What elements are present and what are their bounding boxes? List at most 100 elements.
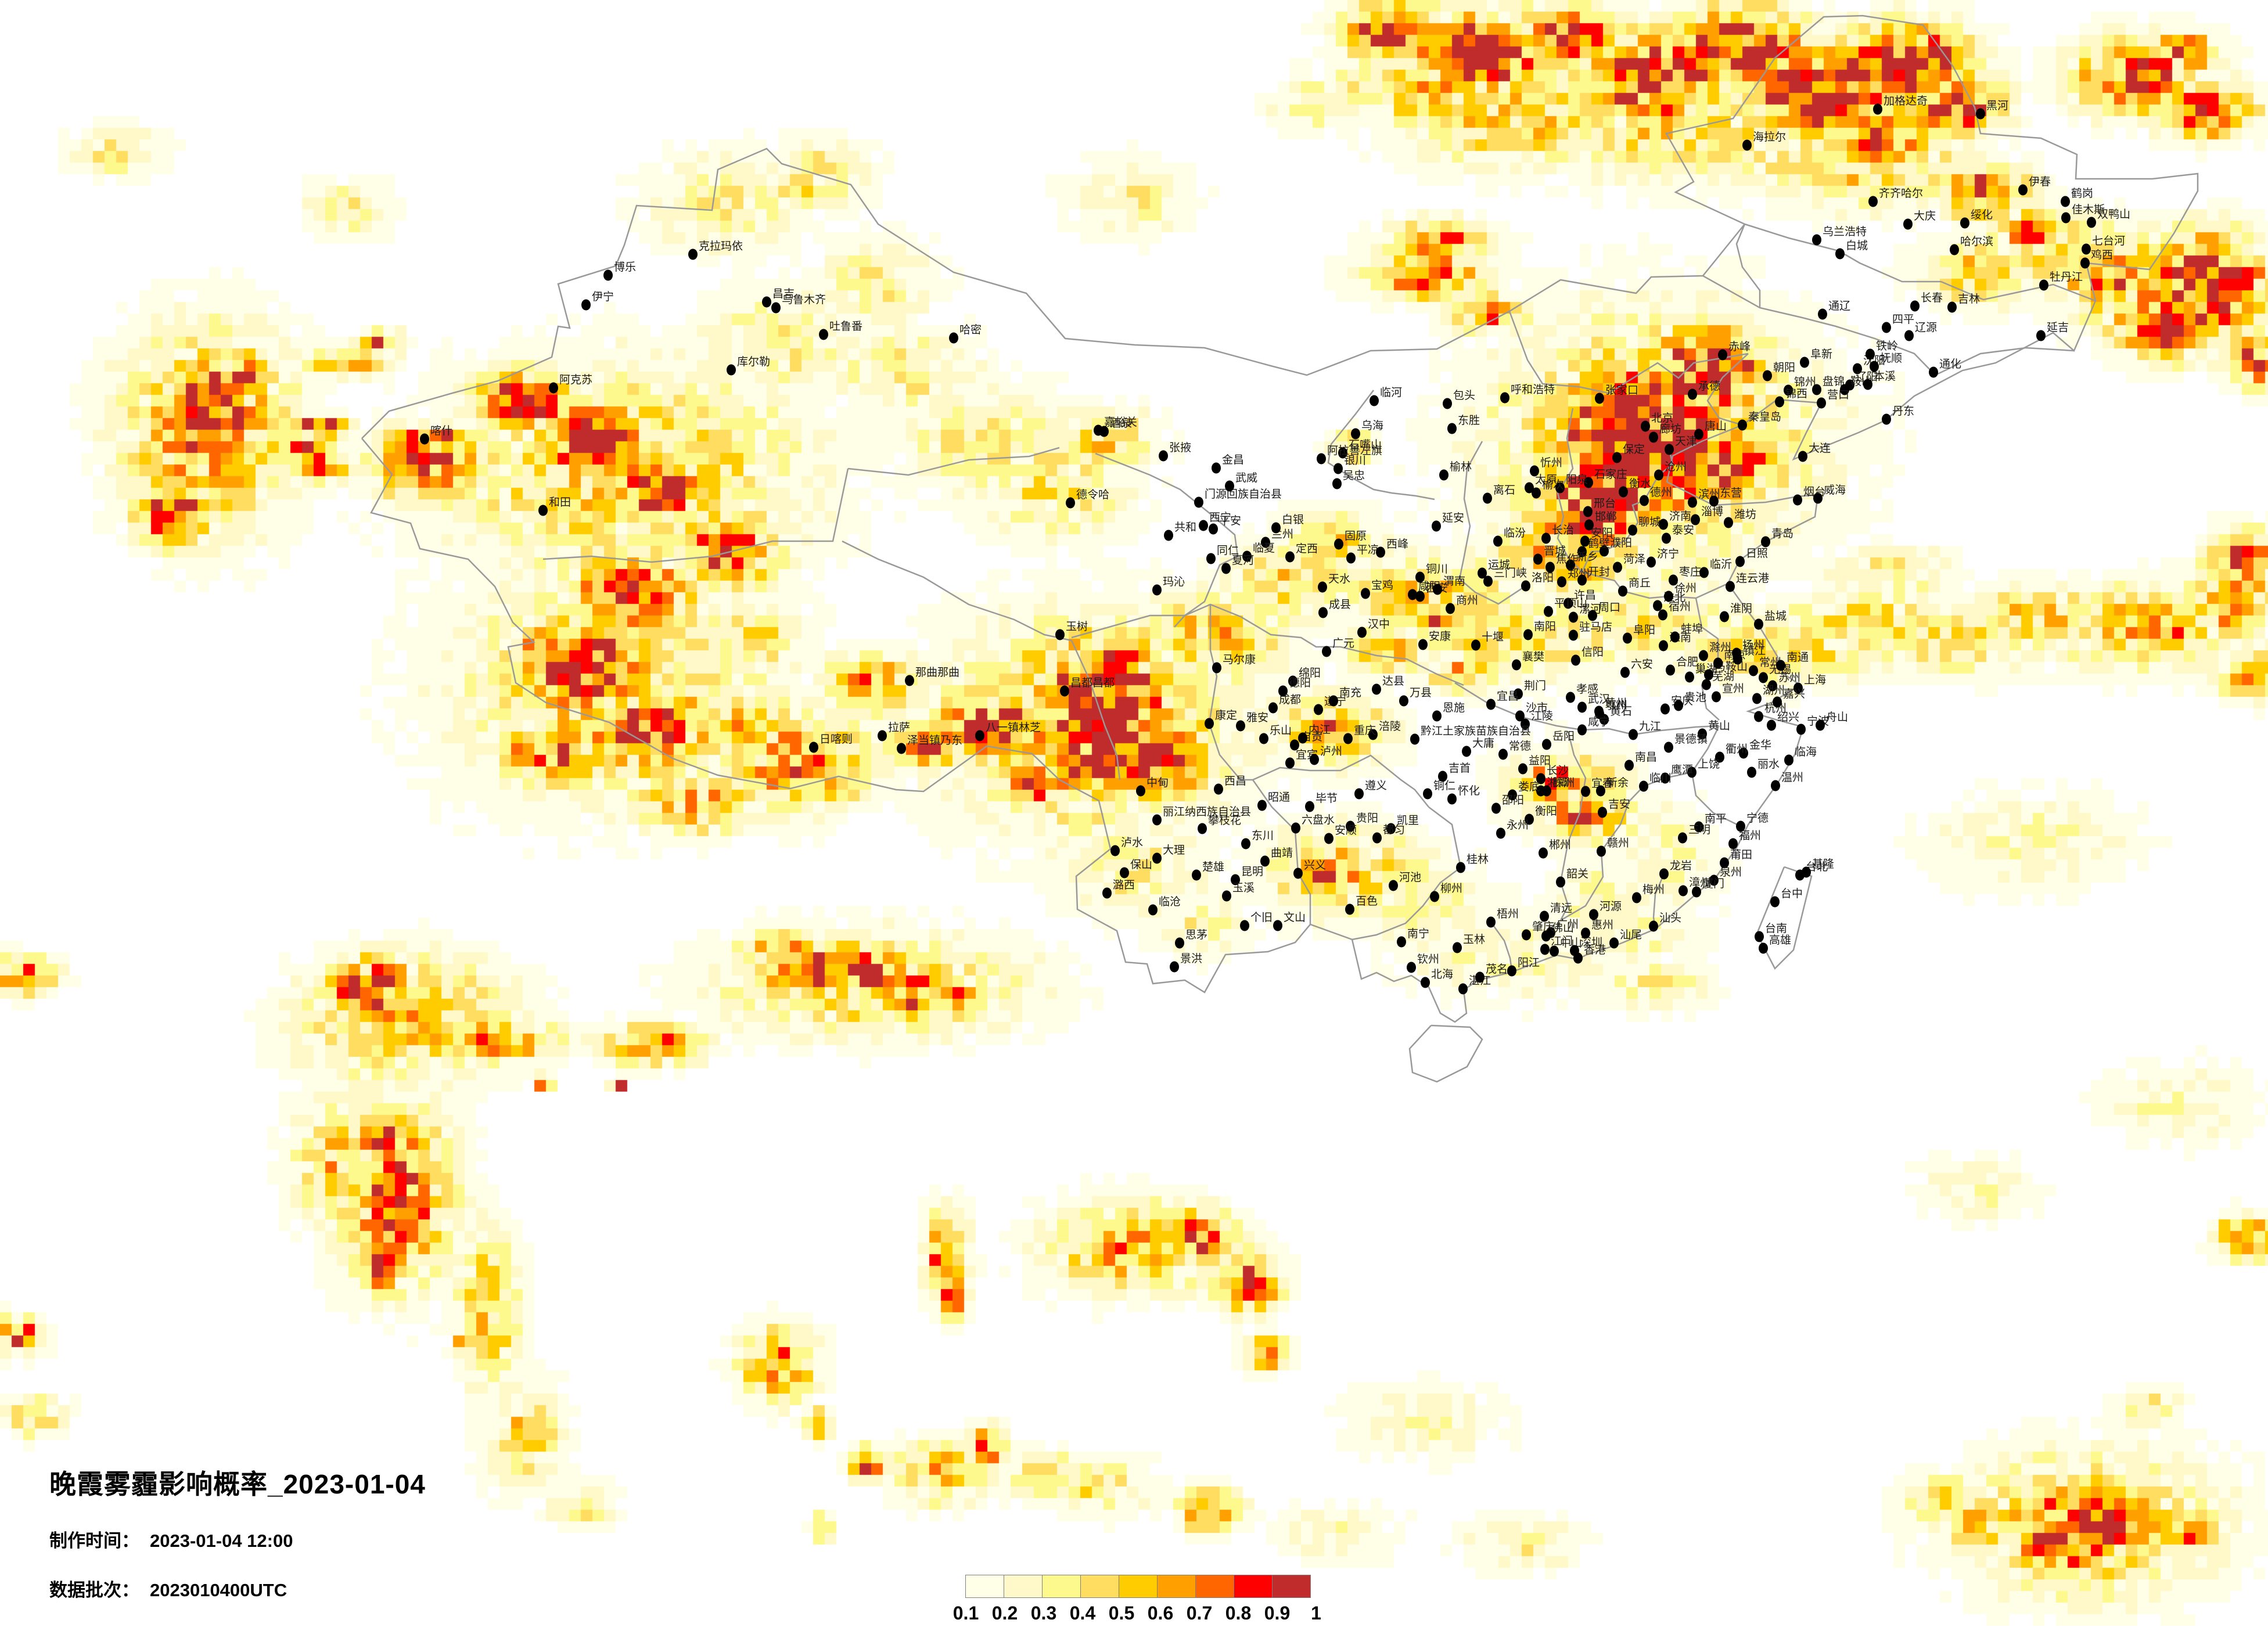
city-marker: 临海 [1784,746,1817,766]
city-dot [1688,496,1697,508]
city-marker: 张掖 [1159,441,1191,462]
city-label: 怀化 [1458,784,1480,797]
city-dot [1728,838,1738,850]
legend-swatch [1157,1575,1196,1598]
city-label: 楚雄 [1202,861,1224,873]
city-dot [1726,581,1735,592]
city-label: 六安 [1631,658,1653,671]
city-dot [1370,395,1379,406]
city-dot [1432,520,1441,532]
city-dot [1421,977,1430,988]
city-marker: 齐齐哈尔 [1868,187,1923,207]
legend-tick: 0.2 [991,1603,1018,1624]
city-dot [1597,845,1606,857]
city-label: 菏泽 [1623,553,1645,566]
city-label: 昌吉 [772,287,795,300]
city-marker: 银川 [1334,454,1366,474]
city-dot [1709,495,1719,507]
city-label: 渭南 [1443,575,1465,588]
city-marker: 离石 [1483,484,1515,504]
city-marker: 常德 [1498,740,1531,760]
city-label: 阿拉善左旗 [1327,444,1382,457]
city-dot [1950,244,1959,255]
city-dot [1443,398,1452,409]
city-dot [1338,447,1347,459]
city-dot [1324,833,1334,844]
city-label: 辽源 [1915,321,1937,334]
city-dot [1654,469,1663,481]
city-dot [1214,783,1223,795]
city-dot [1544,606,1553,617]
city-label: 乌鲁木齐 [782,293,826,306]
city-marker: 菏泽 [1613,553,1645,573]
city-marker: 武汉 [1577,693,1610,713]
city-label: 柳州 [1440,882,1462,895]
city-label: 同仁 [1217,544,1239,557]
city-marker: 茂名 [1475,963,1508,983]
city-label: 兴义 [1304,859,1326,872]
city-label: 黔江土家族苗族自治县 [1421,725,1531,737]
legend-tick: 1 [1311,1603,1321,1624]
city-dot [1557,576,1566,588]
city-dot [1870,361,1879,372]
city-label: 连云港 [1736,572,1769,585]
city-label: 衢州 [1726,743,1748,755]
legend-tick-labels: 0.1 0.2 0.3 0.4 0.5 0.6 0.7 0.8 0.9 1 [953,1598,1338,1624]
city-dot [688,249,698,260]
city-marker: 马尔康 [1212,653,1256,674]
city-label: 沙市 [1526,701,1548,714]
city-dot [1759,672,1768,683]
city-label: 新乡 [1576,550,1598,563]
city-dot [1212,662,1221,674]
city-marker: 玉林 [1453,933,1485,953]
city-label: 东营 [1720,487,1742,499]
city-label: 鄂州 [1605,699,1627,712]
city-label: 加格达奇 [1884,95,1928,107]
city-marker: 乌鲁木齐 [771,293,826,314]
city-dot [1512,659,1521,671]
city-dot [1530,465,1539,477]
city-marker: 商丘 [1618,577,1651,597]
city-dot [1798,451,1807,462]
city-dot [878,730,887,741]
city-label: 惠州 [1591,919,1613,931]
city-label: 石家庄 [1594,468,1627,481]
city-marker: 玉树 [1055,620,1088,640]
city-label: 长治 [1552,524,1574,537]
city-label: 襄樊 [1522,650,1544,663]
city-dot [1515,710,1525,722]
city-marker: 牡丹江 [2039,271,2083,291]
city-label: 嘉峪关 [1104,416,1137,429]
city-dot [1456,862,1465,873]
city-dot [1357,627,1367,638]
city-label: 宝鸡 [1371,579,1393,592]
city-label: 湖州 [1763,684,1785,697]
city-dot [1742,139,1752,151]
city-label: 邯郸 [1595,510,1617,523]
city-marker: 毕节 [1305,792,1338,812]
city-label: 毕节 [1315,792,1338,805]
city-dot [809,741,818,753]
city-dot [1318,581,1327,593]
city-marker: 温州 [1771,771,1803,791]
city-dot [1735,556,1745,567]
city-label: 枣庄 [1679,566,1701,578]
city-marker: 鹤岗 [2061,187,2093,207]
city-dot [2061,196,2070,207]
legend-tick: 0.9 [1264,1603,1291,1624]
city-marker: 十堰 [1471,631,1504,651]
city-label: 通辽 [1828,300,1850,312]
city-label: 临夏 [1253,542,1275,555]
city-dot [1261,537,1270,548]
city-dot [1500,392,1509,404]
city-label: 衡阳 [1535,805,1557,818]
city-dot [1664,591,1673,602]
city-dot [1577,546,1587,557]
city-label: 固原 [1345,530,1367,542]
city-dot [1749,665,1758,676]
province-boundary [1691,725,1741,827]
city-dot [1835,248,1845,260]
city-label: 宁德 [1746,812,1769,825]
